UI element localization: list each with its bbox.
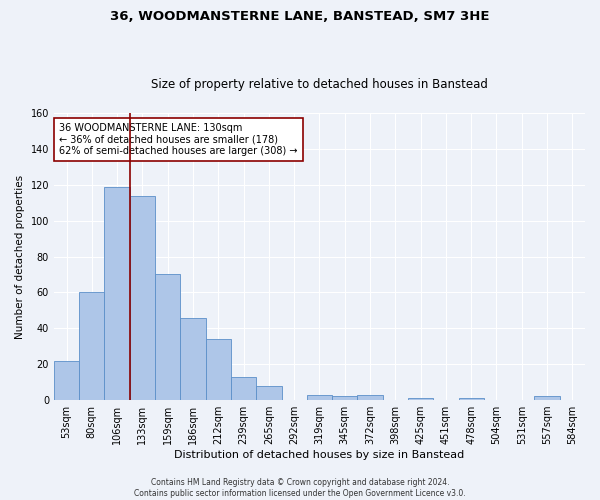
Bar	[408, 398, 433, 400]
Bar	[231, 377, 256, 400]
Bar	[155, 274, 181, 400]
Bar	[535, 396, 560, 400]
Bar	[458, 398, 484, 400]
Bar	[79, 292, 104, 400]
Bar	[307, 394, 332, 400]
Bar	[256, 386, 281, 400]
Text: 36, WOODMANSTERNE LANE, BANSTEAD, SM7 3HE: 36, WOODMANSTERNE LANE, BANSTEAD, SM7 3H…	[110, 10, 490, 23]
Text: 36 WOODMANSTERNE LANE: 130sqm
← 36% of detached houses are smaller (178)
62% of : 36 WOODMANSTERNE LANE: 130sqm ← 36% of d…	[59, 123, 298, 156]
Bar	[104, 186, 130, 400]
Bar	[181, 318, 206, 400]
Bar	[206, 339, 231, 400]
Bar	[130, 196, 155, 400]
Y-axis label: Number of detached properties: Number of detached properties	[15, 174, 25, 338]
Bar	[358, 394, 383, 400]
Text: Contains HM Land Registry data © Crown copyright and database right 2024.
Contai: Contains HM Land Registry data © Crown c…	[134, 478, 466, 498]
Bar	[54, 360, 79, 400]
Bar	[332, 396, 358, 400]
X-axis label: Distribution of detached houses by size in Banstead: Distribution of detached houses by size …	[175, 450, 464, 460]
Title: Size of property relative to detached houses in Banstead: Size of property relative to detached ho…	[151, 78, 488, 91]
